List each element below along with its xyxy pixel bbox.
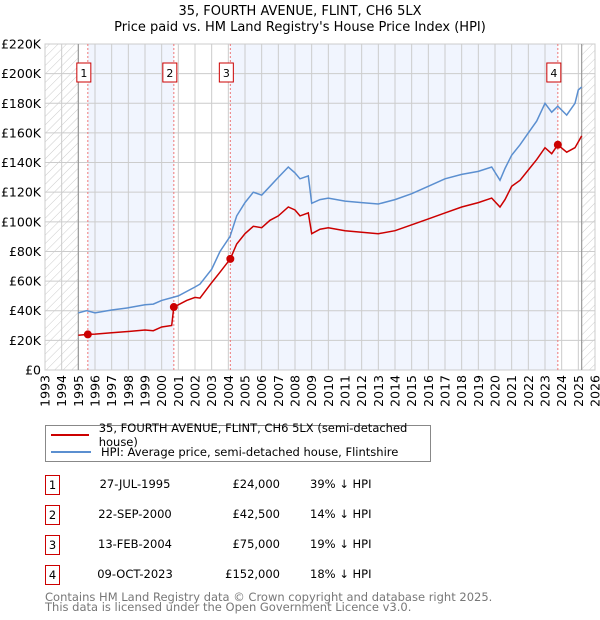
sale-price: £24,000 — [232, 477, 280, 491]
plot-border — [44, 43, 596, 371]
sale-number: 2 — [45, 505, 60, 525]
x-tick-label: 1995 — [71, 375, 86, 407]
x-tick-label: 2017 — [438, 375, 453, 407]
x-tick-label: 2001 — [171, 375, 186, 407]
legend-red-line-icon — [51, 434, 89, 436]
x-tick-label: 2012 — [354, 375, 369, 407]
y-tick-label: £160K — [1, 125, 42, 140]
y-tick-label: £0 — [25, 363, 41, 378]
sale-hpi-diff: 14% ↓ HPI — [310, 507, 372, 521]
x-tick-label: 2014 — [388, 375, 403, 407]
sale-date: 22-SEP-2000 — [98, 507, 172, 521]
x-tick-label: 1999 — [138, 375, 153, 407]
x-tick-label: 1996 — [88, 375, 103, 407]
sale-number: 4 — [45, 565, 60, 585]
sale-date: 13-FEB-2004 — [98, 537, 172, 551]
x-tick-label: 2022 — [521, 375, 536, 407]
sale-date: 09-OCT-2023 — [97, 567, 173, 581]
y-tick-label: £180K — [1, 96, 42, 111]
sale-row: 1 27-JUL-1995 £24,000 39% ↓ HPI — [45, 475, 445, 495]
x-tick-label: 2009 — [304, 375, 319, 407]
sale-number: 3 — [45, 535, 60, 555]
sale-date: 27-JUL-1995 — [99, 477, 171, 491]
sale-point — [83, 330, 92, 339]
sale-hpi-diff: 39% ↓ HPI — [310, 477, 372, 491]
x-tick-label: 2020 — [488, 375, 503, 407]
sale-label-box — [218, 62, 234, 83]
sale-row: 2 22-SEP-2000 £42,500 14% ↓ HPI — [45, 505, 445, 525]
chart-title: 35, FOURTH AVENUE, FLINT, CH6 5LX — [178, 4, 422, 19]
copyright-notice: Contains HM Land Registry data © Crown c… — [45, 590, 493, 604]
sale-hpi-diff: 19% ↓ HPI — [310, 537, 372, 551]
x-tick-label: 1994 — [54, 375, 69, 407]
x-tick-label: 2003 — [204, 375, 219, 407]
x-tick-label: 1997 — [104, 375, 119, 407]
no-data-hatch-right — [581, 44, 595, 370]
sale-label-number: 4 — [550, 67, 557, 80]
legend-blue-line-icon — [51, 451, 91, 453]
x-tick-label: 1993 — [38, 375, 53, 407]
legend-item-property: 35, FOURTH AVENUE, FLINT, CH6 5LX (semi-… — [46, 421, 430, 449]
sale-price: £42,500 — [232, 507, 280, 521]
x-tick-label: 2000 — [154, 375, 169, 407]
legend-label: HPI: Average price, semi-detached house,… — [101, 445, 399, 459]
sale-price: £75,000 — [232, 537, 280, 551]
chart-subtitle: Price paid vs. HM Land Registry's House … — [114, 20, 486, 35]
x-tick-label: 2011 — [338, 375, 353, 407]
sale-label-number: 2 — [166, 67, 173, 80]
sale-label-box — [162, 62, 178, 83]
sale-row: 3 13-FEB-2004 £75,000 19% ↓ HPI — [45, 535, 445, 555]
series-line — [78, 86, 583, 314]
y-tick-label: £20K — [9, 333, 42, 348]
x-tick-label: 2016 — [421, 375, 436, 407]
x-tick-label: 2008 — [288, 375, 303, 407]
sale-row: 4 09-OCT-2023 £152,000 18% ↓ HPI — [45, 565, 445, 585]
sale-point — [226, 254, 235, 263]
x-tick-label: 2026 — [588, 375, 600, 407]
x-tick-label: 2007 — [271, 375, 286, 407]
y-tick-label: £120K — [1, 185, 42, 200]
x-tick-label: 2018 — [454, 375, 469, 407]
y-tick-label: £80K — [9, 244, 42, 259]
sale-label-number: 3 — [223, 67, 230, 80]
y-tick-label: £140K — [1, 155, 42, 170]
x-tick-label: 2021 — [504, 375, 519, 407]
legend-label: 35, FOURTH AVENUE, FLINT, CH6 5LX (semi-… — [98, 421, 408, 449]
sale-hpi-diff: 18% ↓ HPI — [310, 567, 372, 581]
y-tick-label: £100K — [1, 214, 42, 229]
sale-label-box — [546, 62, 562, 83]
sale-label-box — [76, 62, 92, 83]
x-tick-label: 2019 — [471, 375, 486, 407]
series-line — [78, 135, 583, 336]
y-tick-label: £40K — [9, 303, 42, 318]
sale-point — [553, 140, 562, 149]
sale-price: £152,000 — [225, 567, 280, 581]
y-tick-label: £200K — [1, 66, 42, 81]
sale-point — [169, 303, 178, 312]
licence-notice: This data is licensed under the Open Gov… — [45, 600, 412, 614]
x-tick-label: 2002 — [188, 375, 203, 407]
x-tick-label: 2010 — [321, 375, 336, 407]
x-tick-label: 2015 — [404, 375, 419, 407]
price-chart: £0 £20K £40K £60K £80K £100K £120K £140K £160K £1… — [1, 37, 600, 407]
x-tick-label: 2013 — [371, 375, 386, 407]
legend-item-hpi: HPI: Average price, semi-detached house,… — [46, 444, 398, 460]
ownership-band — [230, 44, 558, 370]
legend: 35, FOURTH AVENUE, FLINT, CH6 5LX (semi-… — [45, 421, 431, 462]
x-tick-label: 2006 — [254, 375, 269, 407]
x-tick-label: 2005 — [238, 375, 253, 407]
x-tick-label: 2025 — [571, 375, 586, 407]
sale-number: 1 — [45, 475, 60, 495]
sale-label-number: 1 — [80, 67, 87, 80]
y-tick-label: £60K — [9, 274, 42, 289]
x-tick-label: 2024 — [554, 375, 569, 407]
ownership-band — [87, 44, 174, 370]
y-tick-label: £220K — [1, 37, 42, 52]
x-tick-label: 2023 — [538, 375, 553, 407]
x-tick-label: 1998 — [121, 375, 136, 407]
x-tick-label: 2004 — [221, 375, 236, 407]
